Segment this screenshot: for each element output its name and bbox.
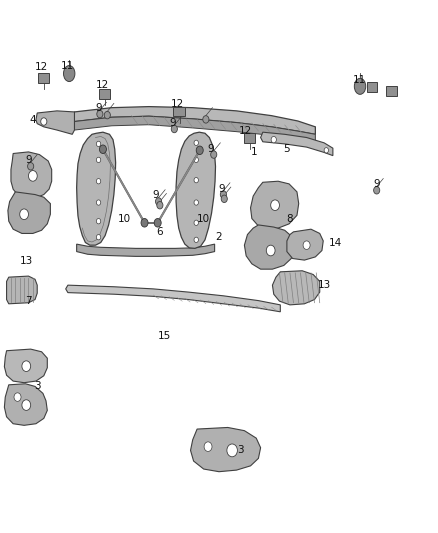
Circle shape <box>221 195 227 203</box>
Polygon shape <box>176 132 215 248</box>
Text: 15: 15 <box>158 331 171 341</box>
Circle shape <box>104 111 110 119</box>
Polygon shape <box>8 192 50 233</box>
Circle shape <box>374 187 380 194</box>
Text: 11: 11 <box>61 61 74 71</box>
Text: 3: 3 <box>34 382 41 391</box>
Circle shape <box>20 209 28 220</box>
Text: 9: 9 <box>95 103 102 112</box>
Circle shape <box>211 151 217 158</box>
Text: 12: 12 <box>35 62 48 71</box>
Circle shape <box>203 116 209 123</box>
Text: 9: 9 <box>25 155 32 165</box>
Ellipse shape <box>354 78 366 94</box>
Circle shape <box>157 201 163 209</box>
Text: 10: 10 <box>118 214 131 223</box>
Bar <box>386 86 397 96</box>
Circle shape <box>96 219 101 224</box>
Text: 9: 9 <box>373 179 380 189</box>
Text: 2: 2 <box>215 232 223 242</box>
Text: 12: 12 <box>171 99 184 109</box>
Circle shape <box>22 400 31 410</box>
Circle shape <box>22 361 31 372</box>
Circle shape <box>96 179 101 184</box>
Circle shape <box>194 220 198 225</box>
Circle shape <box>99 145 106 154</box>
Text: 6: 6 <box>156 227 163 237</box>
Polygon shape <box>66 285 280 312</box>
Text: 10: 10 <box>197 214 210 223</box>
Text: 1: 1 <box>251 147 258 157</box>
Circle shape <box>155 198 162 205</box>
Circle shape <box>196 146 203 155</box>
Circle shape <box>96 200 101 205</box>
Bar <box>99 89 110 99</box>
Text: 4: 4 <box>29 115 36 125</box>
Circle shape <box>220 191 226 198</box>
Polygon shape <box>72 116 315 142</box>
Polygon shape <box>77 132 116 245</box>
Ellipse shape <box>64 66 75 82</box>
Circle shape <box>204 442 212 451</box>
Bar <box>367 82 377 92</box>
Bar <box>38 73 49 83</box>
Circle shape <box>324 148 328 153</box>
Circle shape <box>271 200 279 211</box>
Text: 12: 12 <box>239 126 252 135</box>
Bar <box>244 133 255 143</box>
Circle shape <box>28 171 37 181</box>
Polygon shape <box>11 152 52 198</box>
Polygon shape <box>191 427 261 472</box>
Circle shape <box>14 393 21 401</box>
Text: 7: 7 <box>25 296 32 306</box>
Text: 14: 14 <box>328 238 342 247</box>
Circle shape <box>271 136 276 143</box>
Circle shape <box>227 444 237 457</box>
Polygon shape <box>36 111 74 134</box>
Circle shape <box>194 177 198 183</box>
Text: 11: 11 <box>353 75 366 85</box>
Text: 8: 8 <box>286 214 293 223</box>
Polygon shape <box>287 229 323 260</box>
Text: 12: 12 <box>96 80 110 90</box>
Circle shape <box>171 125 177 133</box>
Circle shape <box>154 219 161 227</box>
Polygon shape <box>244 225 294 269</box>
Text: 9: 9 <box>207 144 214 154</box>
Text: 9: 9 <box>170 118 177 127</box>
Circle shape <box>194 140 198 146</box>
Text: 5: 5 <box>283 144 290 154</box>
Circle shape <box>194 200 198 205</box>
Text: 13: 13 <box>20 256 33 266</box>
Bar <box>173 107 185 116</box>
Circle shape <box>303 241 310 249</box>
Circle shape <box>96 141 101 147</box>
Text: 3: 3 <box>237 446 244 455</box>
Polygon shape <box>4 349 47 383</box>
Polygon shape <box>272 271 320 305</box>
Text: 9: 9 <box>218 184 225 194</box>
Polygon shape <box>4 384 47 425</box>
Polygon shape <box>7 276 37 304</box>
Circle shape <box>28 163 34 170</box>
Text: 9: 9 <box>152 190 159 199</box>
Circle shape <box>194 237 198 243</box>
Circle shape <box>266 245 275 256</box>
Polygon shape <box>261 132 333 156</box>
Circle shape <box>96 157 101 163</box>
Circle shape <box>41 118 47 125</box>
Polygon shape <box>72 107 315 134</box>
Circle shape <box>96 235 101 240</box>
Circle shape <box>97 110 103 118</box>
Circle shape <box>194 157 198 163</box>
Polygon shape <box>77 244 215 256</box>
Polygon shape <box>251 181 299 229</box>
Circle shape <box>141 219 148 227</box>
Text: 13: 13 <box>318 280 331 290</box>
